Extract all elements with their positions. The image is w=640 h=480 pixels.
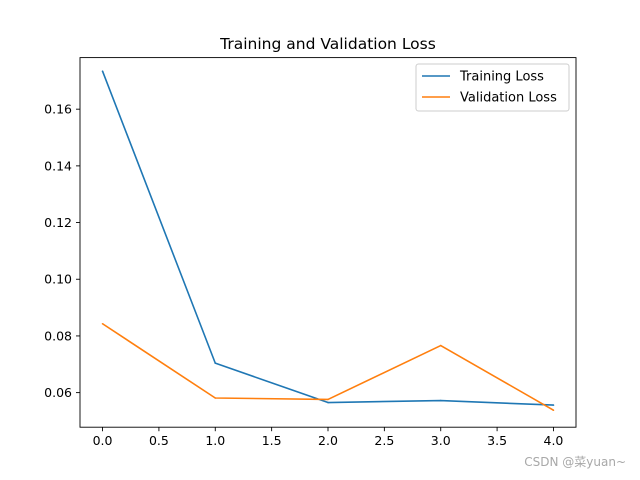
data-point-validation-loss xyxy=(439,344,442,347)
series-layer xyxy=(101,70,555,411)
data-point-training-loss xyxy=(552,404,555,406)
x-tick-label: 2.5 xyxy=(374,433,394,448)
data-point-validation-loss xyxy=(327,398,329,401)
legend-box xyxy=(415,63,570,112)
y-axis: 0.06 0.08 0.10 0.12 0.14 0.16 xyxy=(44,102,80,400)
data-point-training-loss xyxy=(214,362,217,364)
x-tick-label: 0.5 xyxy=(149,433,169,448)
data-point-validation-loss xyxy=(552,409,555,411)
y-tick-label: 0.06 xyxy=(44,385,72,400)
data-point-validation-loss xyxy=(101,322,104,325)
legend: Training Loss Validation Loss xyxy=(415,63,570,112)
data-point-training-loss xyxy=(101,70,104,73)
legend-label-validation-loss: Validation Loss xyxy=(460,91,557,106)
x-tick-label: 1.0 xyxy=(205,433,225,448)
data-point-validation-loss xyxy=(214,397,217,399)
plot-frame xyxy=(79,57,577,428)
data-point-training-loss xyxy=(439,399,442,402)
y-tick-label: 0.10 xyxy=(44,272,72,287)
chart-title: Training and Validation Loss xyxy=(219,35,436,53)
y-tick-label: 0.08 xyxy=(44,328,72,343)
x-tick-label: 3.0 xyxy=(431,433,451,448)
y-tick-label: 0.12 xyxy=(44,215,72,230)
y-tick-label: 0.16 xyxy=(44,102,72,117)
x-tick-label: 1.5 xyxy=(262,433,282,448)
data-point-training-loss xyxy=(327,401,329,404)
series-line-training-loss xyxy=(101,70,554,406)
x-tick-label: 4.0 xyxy=(544,433,564,448)
x-axis: 0.0 0.5 1.0 1.5 2.0 2.5 3.0 3.5 4.0 xyxy=(93,427,564,448)
legend-label-training-loss: Training Loss xyxy=(459,70,544,85)
series-line-validation-loss xyxy=(102,323,554,411)
x-tick-label: 3.5 xyxy=(487,433,507,448)
y-tick-label: 0.14 xyxy=(44,158,72,173)
watermark: CSDN @菜yuan~ xyxy=(524,455,626,469)
plot-area xyxy=(79,57,577,428)
x-tick-label: 0.0 xyxy=(93,433,113,448)
x-tick-label: 2.0 xyxy=(318,433,338,448)
